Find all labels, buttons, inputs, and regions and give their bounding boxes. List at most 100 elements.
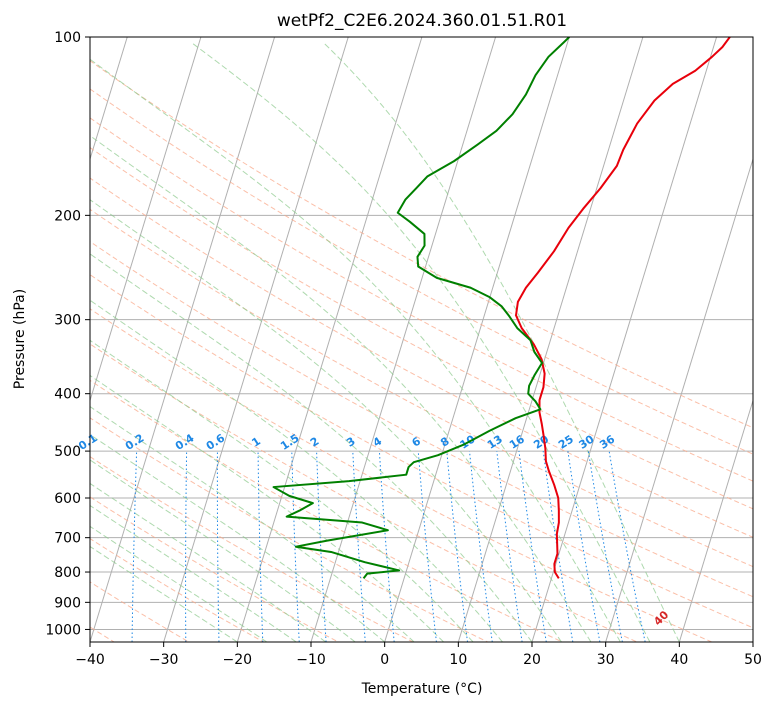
x-tick-label: 0 xyxy=(380,652,389,668)
moist-adiabat-line xyxy=(90,433,385,642)
dry-adiabat-line xyxy=(90,274,753,629)
moist-adiabat-line xyxy=(90,525,268,642)
x-tick-label: 40 xyxy=(670,652,688,668)
isotherm-line xyxy=(163,37,349,642)
moist-adiabat-line xyxy=(90,374,444,642)
y-tick-label: 1000 xyxy=(45,622,81,638)
x-tick-label: 30 xyxy=(597,652,615,668)
dry-adiabat-line xyxy=(90,379,563,642)
isotherm-line xyxy=(605,157,753,642)
moist-adiabat-line xyxy=(190,41,651,642)
isotherm-line xyxy=(90,37,276,642)
mixing-ratio-label: 16 xyxy=(507,432,527,451)
dry-adiabat-label: 40 xyxy=(651,608,671,628)
isotherm-line xyxy=(531,37,718,642)
profiles xyxy=(272,37,731,579)
y-tick-label: 900 xyxy=(54,595,81,611)
mixing-ratio-line xyxy=(587,451,623,642)
isotherm-line xyxy=(678,398,753,642)
mixing-ratio-label: 1.5 xyxy=(278,431,301,453)
dry-adiabat-line xyxy=(90,308,712,642)
mixing-ratio-line xyxy=(608,451,646,642)
moist-adiabat-line xyxy=(90,482,327,642)
moist-adiabat-line xyxy=(90,545,238,642)
dry-adiabat-line xyxy=(90,117,753,482)
y-tick-label: 400 xyxy=(54,387,81,403)
chart-title: wetPf2_C2E6.2024.360.01.51.R01 xyxy=(277,11,567,31)
plot-frame xyxy=(89,36,754,643)
dry-adiabat-line xyxy=(90,177,753,538)
mixing-ratio-label: 1 xyxy=(249,435,263,450)
mixing-ratio-line xyxy=(378,451,395,642)
mixing-ratio-line xyxy=(216,451,220,642)
x-tick-label: 10 xyxy=(449,652,467,668)
isotherm-line xyxy=(384,37,570,642)
dry-adiabat-line xyxy=(90,146,753,510)
y-tick-label: 200 xyxy=(54,208,81,224)
moist-adiabat-line xyxy=(90,253,533,642)
profile-line xyxy=(272,37,570,579)
profile-line xyxy=(515,37,731,579)
background-lines xyxy=(90,37,753,642)
x-axis: −40 −30 −20 −10 0 10 20 30 40 50 xyxy=(75,642,762,668)
moist-adiabat-line xyxy=(90,135,592,642)
mixing-ratio-line xyxy=(446,451,469,642)
x-tick-label: 20 xyxy=(523,652,541,668)
mixing-ratio-label: 20 xyxy=(531,432,551,451)
moist-adiabat-line xyxy=(90,339,474,642)
isotherm-line xyxy=(457,37,644,642)
isotherm-line xyxy=(752,640,753,642)
mixing-ratio-line xyxy=(468,451,493,642)
mixing-ratio-line xyxy=(131,451,138,642)
mixing-ratio-label: 4 xyxy=(371,434,385,449)
y-tick-label: 800 xyxy=(54,565,81,581)
y-axis: 100 200 300 400 500 600 700 800 900 1000 xyxy=(45,30,90,638)
mixing-ratio-line xyxy=(185,451,188,642)
moist-adiabat-line xyxy=(90,405,415,642)
mixing-ratio-line xyxy=(542,451,574,642)
mixing-ratio-label: 3 xyxy=(344,435,358,450)
moist-adiabat-line xyxy=(90,459,356,642)
isotherm-line xyxy=(90,37,128,161)
mixing-ratio-line xyxy=(257,451,264,642)
mixing-ratio-line xyxy=(90,451,91,457)
x-tick-label: −20 xyxy=(223,652,253,668)
mixing-ratio-label: 36 xyxy=(597,432,617,451)
y-tick-label: 300 xyxy=(54,313,81,329)
dry-adiabat-line xyxy=(90,456,414,642)
isotherm-line xyxy=(236,37,423,642)
y-axis-title: Pressure (hPa) xyxy=(12,289,28,389)
x-tick-label: −40 xyxy=(75,652,105,668)
mixing-ratio-label: 0.2 xyxy=(123,431,146,453)
x-tick-label: 50 xyxy=(744,652,762,668)
dry-adiabat-line xyxy=(90,60,753,429)
mixing-ratio-line xyxy=(496,451,523,642)
mixing-ratio-label: 13 xyxy=(485,433,505,452)
mixing-ratio-label: 0.6 xyxy=(204,431,228,453)
mixing-ratio-line xyxy=(417,451,437,642)
dry-adiabat-line xyxy=(90,496,339,642)
y-tick-label: 500 xyxy=(54,444,81,460)
isotherm-line xyxy=(310,37,497,642)
moist-adiabat-line xyxy=(90,199,562,642)
mixing-ratio-label: 8 xyxy=(438,435,452,450)
mixing-ratio-label: 2 xyxy=(308,435,322,450)
y-tick-label: 700 xyxy=(54,531,81,547)
x-tick-label: −30 xyxy=(149,652,179,668)
mixing-ratio-label: 6 xyxy=(410,434,424,449)
x-tick-label: −10 xyxy=(296,652,326,668)
y-tick-label: 600 xyxy=(54,491,81,507)
dry-adiabat-line xyxy=(90,208,753,568)
dry-adiabat-line xyxy=(90,240,753,598)
moist-adiabat-line xyxy=(90,58,621,642)
mixing-ratio-line xyxy=(518,451,547,642)
moist-adiabat-line xyxy=(322,41,680,642)
moist-adiabat-line xyxy=(90,504,297,642)
isotherm-line xyxy=(90,37,202,403)
dry-adiabat-line xyxy=(90,88,753,455)
mixing-ratio-label: 0.4 xyxy=(173,431,197,453)
mixing-ratio-label: 25 xyxy=(556,433,576,452)
x-axis-title: Temperature (°C) xyxy=(361,681,483,697)
